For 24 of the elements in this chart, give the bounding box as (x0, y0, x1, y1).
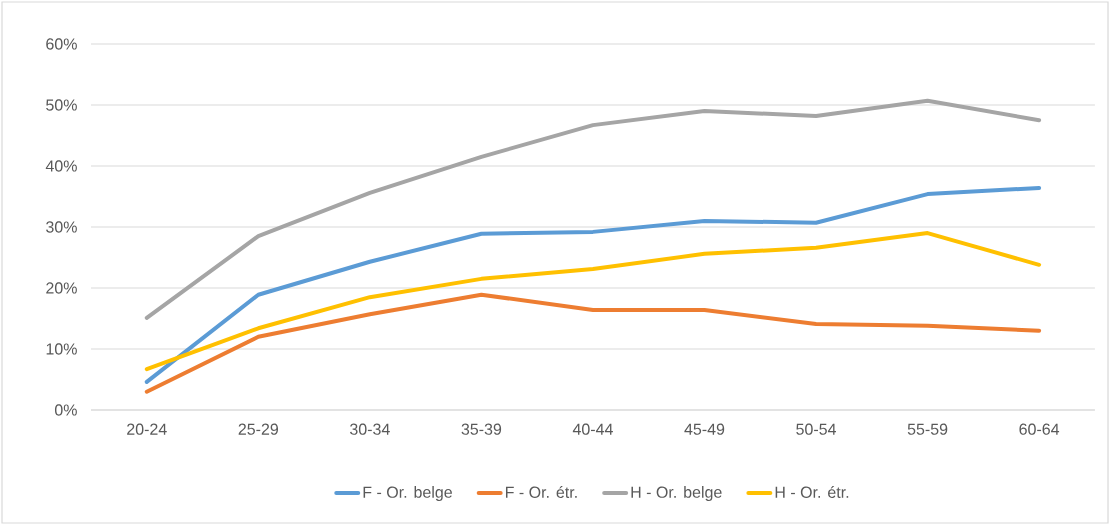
x-tick-label: 50-54 (796, 423, 837, 435)
legend-label: F - Or. belge (363, 486, 452, 501)
legend-label: F - Or. étr. (505, 485, 577, 498)
line-series (144, 292, 1042, 394)
legend-label: H - Or. belge (631, 486, 722, 501)
x-tick-label: 45-49 (684, 423, 725, 435)
x-tick-label: 20-24 (127, 423, 167, 435)
y-tick-label: 50% (46, 99, 77, 111)
y-tick-label: 20% (46, 282, 77, 294)
legend-label: H - Or. étr. (775, 485, 849, 498)
y-tick-label: 40% (45, 160, 77, 172)
y-tick-label: 60% (46, 38, 77, 50)
x-tick-label: 35-39 (461, 423, 502, 435)
x-tick-label: 25-29 (238, 423, 279, 435)
y-tick-label: 30% (46, 221, 77, 233)
x-tick-label: 40-44 (572, 423, 613, 435)
line-series (144, 185, 1042, 384)
x-tick-label: 55-59 (907, 423, 948, 435)
line-series (144, 98, 1042, 320)
y-tick-label: 0% (54, 404, 77, 416)
x-tick-label: 60-64 (1019, 423, 1060, 435)
y-tick-label: 10% (46, 343, 77, 355)
line-series (144, 231, 1042, 372)
x-tick-label: 30-34 (350, 423, 390, 435)
